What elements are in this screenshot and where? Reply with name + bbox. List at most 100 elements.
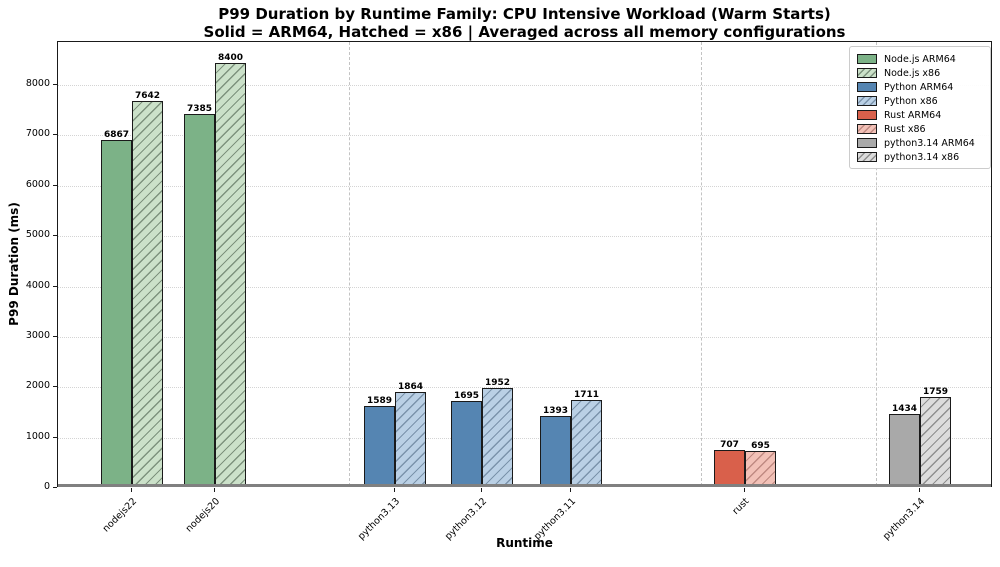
bar-nodejs20-arm64: [184, 114, 215, 486]
legend-item-rust-arm64: Rust ARM64: [857, 108, 983, 122]
gridline-1000: [58, 437, 991, 439]
bar-nodejs20-x86: [215, 63, 246, 486]
xtick-mark-nodejs22: [131, 488, 132, 492]
bar-value-python3.14-arm64: 1434: [891, 404, 918, 414]
bar-value-nodejs22-arm64: 6867: [103, 130, 130, 140]
legend-item-node.js-x86: Node.js x86: [857, 66, 983, 80]
xtick-mark-nodejs20: [214, 488, 215, 492]
chart-title-block: P99 Duration by Runtime Family: CPU Inte…: [57, 5, 992, 41]
xtick-label-nodejs22: nodejs22: [100, 496, 139, 535]
y-axis-title: P99 Duration (ms): [7, 202, 21, 326]
ytick-label-0: 0: [43, 481, 50, 492]
xtick-mark-rust: [744, 488, 745, 492]
bar-value-rust-x86: 695: [751, 441, 770, 451]
bar-python3.13-arm64: [364, 406, 395, 486]
ytick-mark-0: [53, 487, 57, 488]
xtick-mark-python3.12: [481, 488, 482, 492]
chart-title: P99 Duration by Runtime Family: CPU Inte…: [218, 5, 831, 23]
ytick-label-5000: 5000: [25, 229, 50, 241]
bar-value-python3.12-arm64: 1695: [453, 391, 480, 401]
legend-swatch-icon: [857, 152, 877, 162]
ytick-label-6000: 6000: [25, 178, 50, 190]
legend-label: Rust x86: [884, 123, 926, 135]
legend-swatch-icon: [857, 138, 877, 148]
gridline-2000: [58, 387, 991, 389]
legend-swatch-icon: [857, 82, 877, 92]
ytick-mark-3000: [53, 336, 57, 337]
ytick-mark-4000: [53, 286, 57, 287]
ytick-mark-5000: [53, 235, 57, 236]
ytick-mark-2000: [53, 386, 57, 387]
legend-item-rust-x86: Rust x86: [857, 122, 983, 136]
ytick-label-8000: 8000: [25, 78, 50, 89]
legend-item-python-x86: Python x86: [857, 94, 983, 108]
legend-swatch-icon: [857, 68, 877, 78]
gridline-4000: [58, 286, 991, 288]
legend-swatch-icon: [857, 110, 877, 120]
legend-label: Python x86: [884, 95, 938, 107]
ytick-label-1000: 1000: [25, 430, 50, 442]
family-separator-0: [349, 42, 350, 486]
bar-nodejs22-arm64: [101, 140, 132, 486]
xtick-mark-python3.14: [919, 488, 920, 492]
bar-rust-arm64: [714, 450, 745, 486]
ytick-label-7000: 7000: [25, 128, 50, 140]
legend-swatch-icon: [857, 54, 877, 64]
bar-python3.13-x86: [395, 392, 426, 486]
xtick-mark-python3.11: [570, 488, 571, 492]
ytick-label-2000: 2000: [25, 380, 50, 392]
legend-item-python-arm64: Python ARM64: [857, 80, 983, 94]
bar-value-nodejs20-x86: 8400: [217, 53, 244, 63]
bar-python3.11-arm64: [540, 416, 571, 486]
bar-rust-x86: [745, 451, 776, 486]
gridline-7000: [58, 135, 991, 137]
bar-python3.11-x86: [571, 400, 602, 486]
chart-subtitle: Solid = ARM64, Hatched = x86 | Averaged …: [203, 23, 846, 41]
legend-swatch-icon: [857, 124, 877, 134]
xtick-label-rust: rust: [730, 496, 752, 517]
gridline-5000: [58, 236, 991, 238]
x-axis-title: Runtime: [496, 536, 553, 550]
bar-value-rust-arm64: 707: [720, 440, 739, 450]
bar-value-nodejs22-x86: 7642: [134, 91, 161, 101]
gridline-3000: [58, 336, 991, 338]
legend-label: Node.js ARM64: [884, 53, 956, 65]
bar-python3.14-arm64: [889, 414, 920, 486]
legend-item-node.js-arm64: Node.js ARM64: [857, 52, 983, 66]
bar-nodejs22-x86: [132, 101, 163, 486]
bar-value-python3.12-x86: 1952: [484, 378, 511, 388]
gridline-6000: [58, 185, 991, 187]
bar-value-nodejs20-arm64: 7385: [186, 104, 213, 114]
ytick-label-3000: 3000: [25, 329, 50, 341]
bar-python3.12-x86: [482, 388, 513, 486]
ytick-label-4000: 4000: [25, 279, 50, 291]
x-axis-baseline: [58, 484, 991, 487]
legend-label: python3.14 x86: [884, 151, 960, 163]
bar-value-python3.13-arm64: 1589: [366, 396, 393, 406]
legend-item-python3.14-arm64: python3.14 ARM64: [857, 136, 983, 150]
ytick-mark-1000: [53, 437, 57, 438]
family-separator-2: [876, 42, 877, 486]
legend-label: python3.14 ARM64: [884, 137, 975, 149]
bar-value-python3.11-x86: 1711: [573, 390, 600, 400]
bar-value-python3.14-x86: 1759: [922, 387, 949, 397]
plot-area: 6867 7642 7385 8400 1589 1864 1695 1952 1393 1711…: [57, 41, 992, 487]
legend-swatch-icon: [857, 96, 877, 106]
ytick-mark-8000: [53, 84, 57, 85]
xtick-label-nodejs20: nodejs20: [183, 496, 222, 535]
family-separator-1: [701, 42, 702, 486]
bar-python3.14-x86: [920, 397, 951, 486]
ytick-mark-7000: [53, 134, 57, 135]
legend: Node.js ARM64 Node.js x86 Python ARM64 Pyth…: [849, 46, 991, 169]
bar-value-python3.11-arm64: 1393: [542, 406, 569, 416]
bar-python3.12-arm64: [451, 401, 482, 486]
xtick-mark-python3.13: [394, 488, 395, 492]
legend-item-python3.14-x86: python3.14 x86: [857, 150, 983, 164]
gridline-8000: [58, 85, 991, 86]
ytick-mark-6000: [53, 185, 57, 186]
bar-value-python3.13-x86: 1864: [397, 382, 424, 392]
legend-label: Rust ARM64: [884, 109, 942, 121]
legend-label: Python ARM64: [884, 81, 954, 93]
legend-label: Node.js x86: [884, 67, 941, 79]
